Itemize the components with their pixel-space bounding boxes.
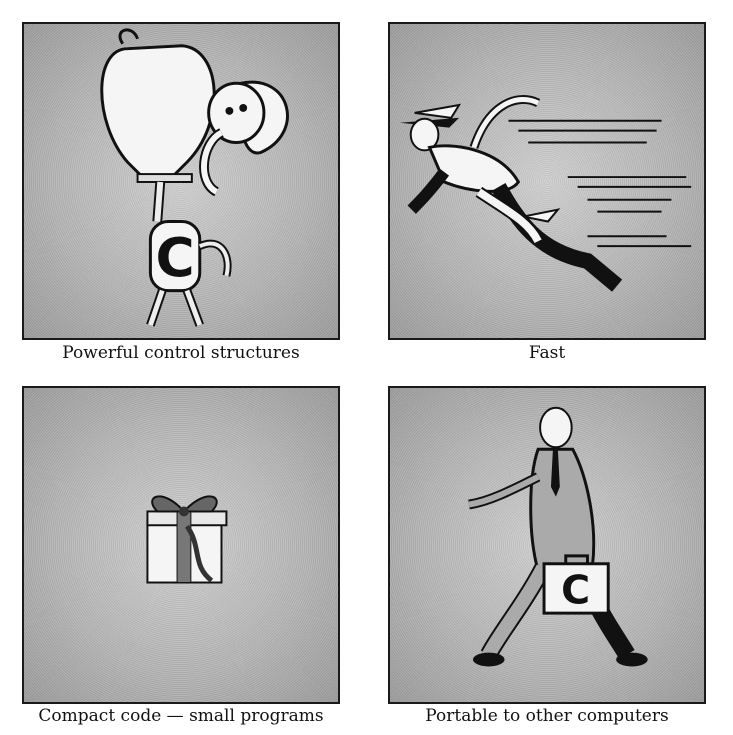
caption-fast: Fast xyxy=(528,343,566,363)
running-winged-hero-icon xyxy=(399,95,692,292)
caption-compact-code: Compact code — small programs xyxy=(38,706,324,726)
elephant-lifted-by-strongman-icon: C xyxy=(100,28,289,327)
c-letter: C xyxy=(156,227,195,289)
caption-powerful-control-structures: Powerful control structures xyxy=(62,343,300,363)
man-with-briefcase-icon: C xyxy=(468,406,648,667)
gift-box-icon xyxy=(146,495,228,584)
briefcase-c-letter: C xyxy=(561,567,590,613)
panel-powerful-control-structures: C xyxy=(22,22,340,340)
panel-compact-code xyxy=(22,386,340,704)
panel-portable: C xyxy=(388,386,706,704)
panel-fast xyxy=(388,22,706,340)
caption-portable: Portable to other computers xyxy=(425,706,669,726)
